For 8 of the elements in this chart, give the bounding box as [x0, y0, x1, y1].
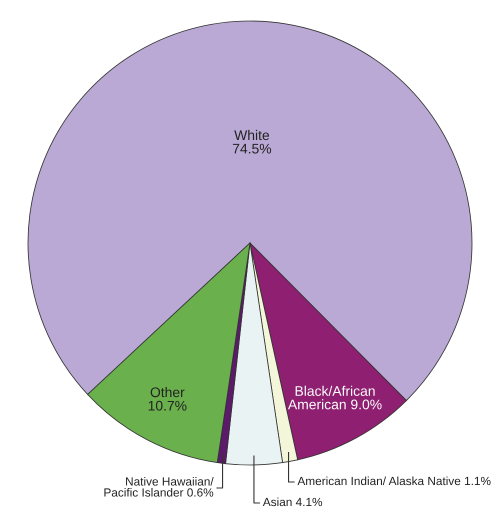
slice-label: Other — [150, 386, 184, 398]
data-label: 74.5% — [232, 144, 272, 154]
slice-label: Asian 4.1% — [262, 497, 322, 506]
slice-label: White — [234, 130, 270, 140]
slice-label: Native Hawaiian/ Pacific Islander 0.6% — [104, 476, 214, 497]
slice-label: American Indian/ Alaska Native 1.1% — [297, 476, 491, 486]
slice-label: Black/African American 9.0% — [288, 386, 382, 410]
data-label: 10.7% — [148, 400, 187, 411]
